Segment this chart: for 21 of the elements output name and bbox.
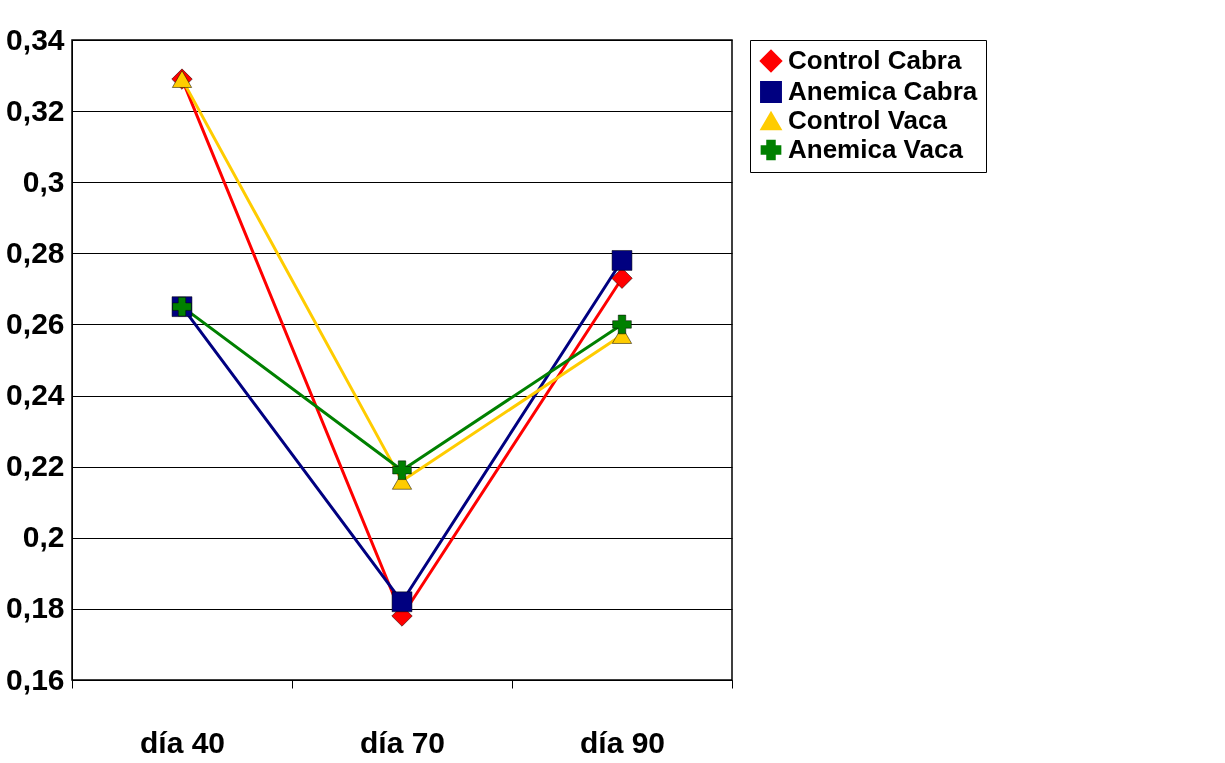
- point: [611, 250, 633, 271]
- legend-label: Control Vaca: [788, 105, 948, 135]
- y-tick-label: 0,16: [6, 662, 65, 696]
- y-tick-label: 0,18: [6, 591, 65, 625]
- x-tick-label: día 70: [359, 725, 446, 759]
- y-tick-label: 0,26: [6, 306, 65, 340]
- y-tick-label: 0,34: [6, 22, 65, 56]
- y-tick-label: 0,24: [6, 378, 65, 412]
- point: [392, 460, 412, 480]
- legend-label: Control Cabra: [788, 45, 962, 75]
- point: [391, 591, 413, 612]
- x-tick-label: día 40: [139, 725, 226, 759]
- y-tick-label: 0,2: [22, 520, 65, 554]
- y-tick-label: 0,22: [6, 449, 65, 483]
- point: [612, 314, 632, 335]
- y-tick-label: 0,28: [6, 235, 65, 269]
- x-tick-label: día 90: [579, 725, 666, 759]
- y-tick-label: 0,32: [6, 93, 65, 127]
- legend-label: Anemica Vaca: [788, 134, 964, 164]
- y-tick-label: 0,3: [22, 164, 65, 198]
- legend-label: Anemica Cabra: [788, 76, 978, 106]
